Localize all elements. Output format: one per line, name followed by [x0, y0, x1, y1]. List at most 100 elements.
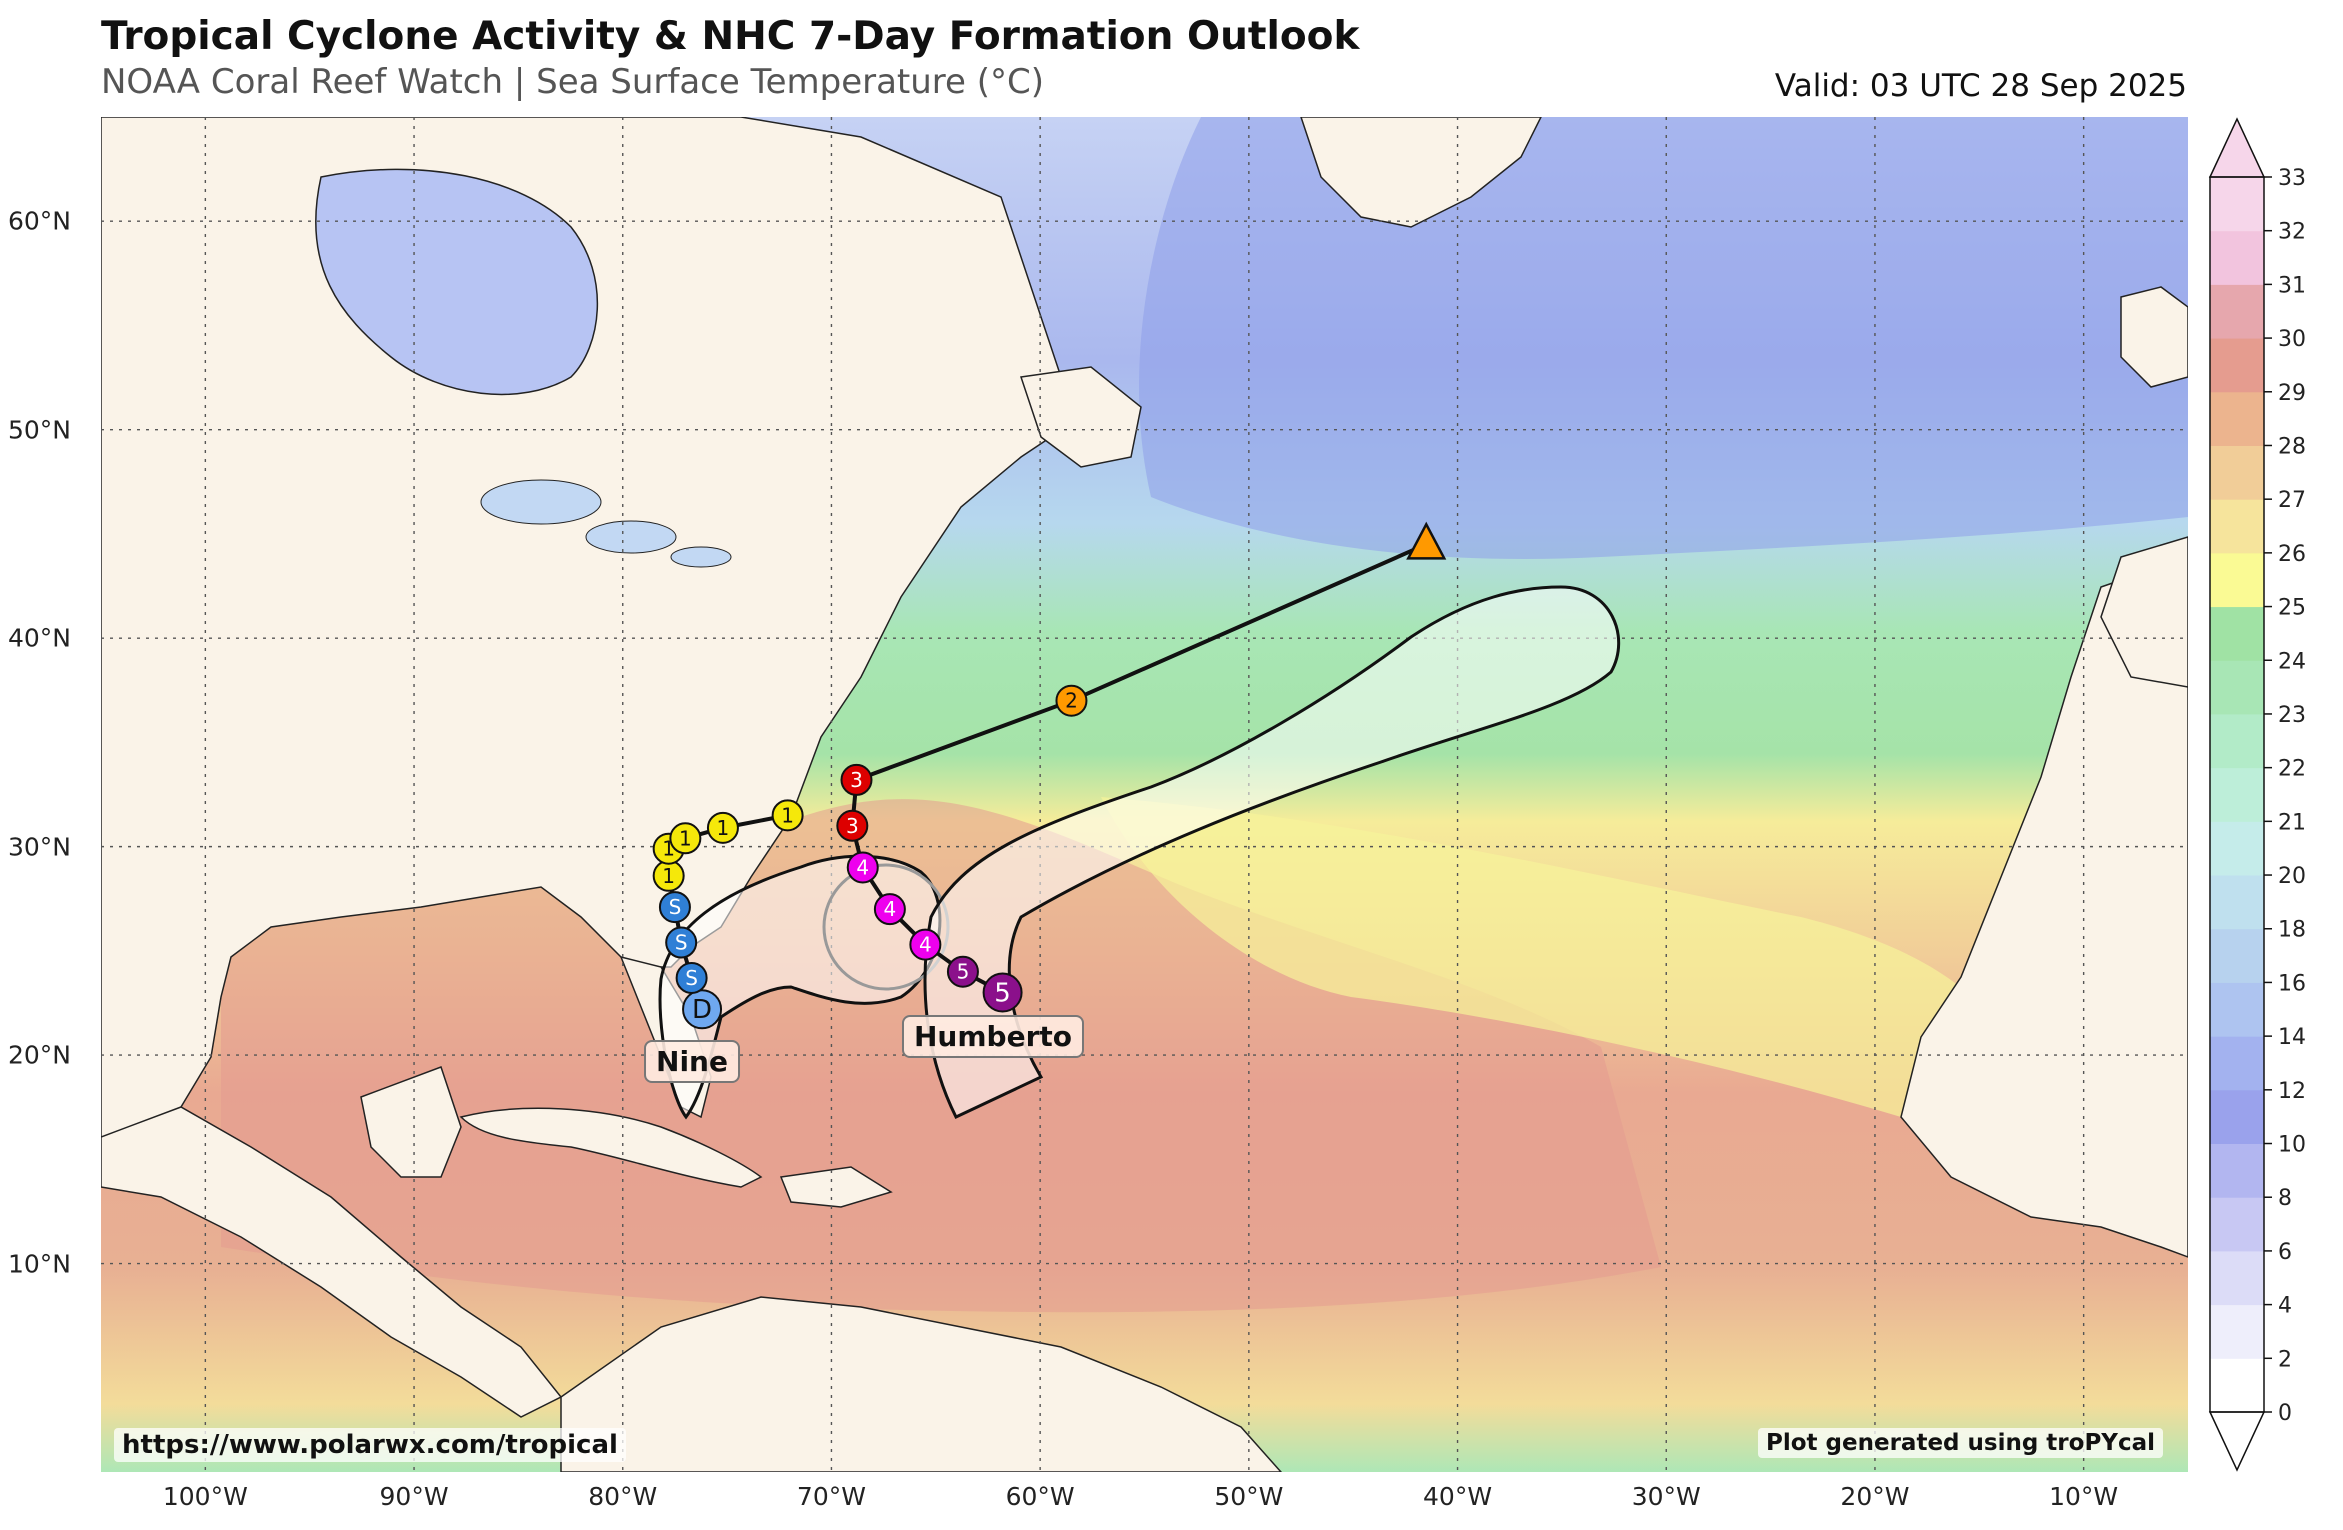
- lon-label: 60°W: [1005, 1482, 1075, 1511]
- colorbar-block: [2210, 821, 2264, 876]
- track-category: 1: [717, 816, 730, 840]
- track-point: 4: [873, 893, 906, 926]
- track-point: 1: [706, 811, 739, 844]
- track-category: 4: [919, 933, 932, 957]
- colorbar-block: [2210, 284, 2264, 339]
- credit-url[interactable]: https://www.polarwx.com/tropical: [114, 1428, 626, 1462]
- lon-label: 30°W: [1631, 1482, 1701, 1511]
- storm-label-humberto: Humberto: [901, 1015, 1085, 1058]
- track-marker: [846, 851, 879, 884]
- lat-label: 40°N: [8, 623, 72, 653]
- colorbar-block: [2210, 606, 2264, 661]
- valid-time: Valid: 03 UTC 28 Sep 2025: [1774, 68, 2187, 104]
- colorbar-tick-label: 8: [2278, 1186, 2292, 1211]
- track-marker: [675, 961, 708, 994]
- graticule: [101, 117, 2188, 1472]
- track-point: 3: [840, 763, 873, 796]
- lon-label: 80°W: [588, 1482, 658, 1511]
- colorbar-block: [2210, 1036, 2264, 1091]
- colorbar-tick-label: 22: [2278, 757, 2306, 782]
- colorbar-tick-label: 27: [2278, 488, 2306, 513]
- track-marker: [706, 811, 739, 844]
- colorbar-block: [2210, 713, 2264, 769]
- sst-cold-north: [1139, 117, 2188, 559]
- colorbar-tick-label: 4: [2278, 1294, 2292, 1319]
- colorbar-tick-label: 26: [2278, 542, 2306, 567]
- land-hudson-bay: [315, 168, 598, 396]
- land-africa: [1900, 556, 2188, 1258]
- colorbar-block: [2210, 928, 2264, 983]
- nine-cone: [658, 854, 942, 1120]
- land-hispaniola: [779, 1166, 893, 1208]
- colorbar-block: [2210, 552, 2264, 608]
- track-point: 1: [652, 859, 685, 892]
- track-marker: [840, 763, 873, 796]
- colorbar-tick-label: 12: [2278, 1079, 2306, 1104]
- track-point: 4: [909, 928, 942, 961]
- track-point: 5: [982, 972, 1023, 1013]
- colorbar-block: [2210, 767, 2264, 822]
- colorbar-tick-label: 2: [2278, 1347, 2292, 1372]
- track-marker: [982, 972, 1023, 1013]
- lon-label: 90°W: [379, 1482, 449, 1511]
- track-point: S: [675, 961, 708, 994]
- sst-yellow-band: [1101, 797, 2021, 1117]
- track-category: S: [675, 931, 688, 955]
- land-iberia: [2100, 536, 2188, 688]
- land-central-america: [101, 1106, 563, 1418]
- track-marker: [946, 955, 979, 988]
- colorbar-block: [2210, 982, 2264, 1037]
- track-marker: [658, 891, 691, 924]
- track-marker: [836, 809, 869, 842]
- colorbar-tick-label: 29: [2278, 381, 2306, 406]
- humberto-cone: [923, 585, 1621, 1119]
- colorbar-tick-label: 10: [2278, 1133, 2306, 1158]
- colorbar-extend-min: [2208, 1411, 2266, 1472]
- storm-label-nine: Nine: [644, 1040, 740, 1083]
- colorbar-extend-max: [2208, 117, 2266, 178]
- track-category: 2: [1065, 689, 1078, 713]
- lat-label: 60°N: [8, 206, 72, 236]
- track-category: 1: [679, 826, 692, 850]
- track-category: 5: [994, 979, 1011, 1009]
- outlook-triangle: [1406, 521, 1447, 560]
- lon-label: 70°W: [796, 1482, 866, 1511]
- land-newfoundland: [1020, 366, 1142, 468]
- colorbar-tick-label: 0: [2278, 1401, 2292, 1426]
- lat-label: 30°N: [8, 832, 72, 862]
- lake-great-lakes: [480, 479, 732, 568]
- lon-label: 50°W: [1214, 1482, 1284, 1511]
- track-category: D: [692, 995, 712, 1025]
- lon-label: 40°W: [1423, 1482, 1493, 1511]
- colorbar-tick-label: 28: [2278, 434, 2306, 459]
- colorbar-tick-label: 18: [2278, 918, 2306, 943]
- track-marker: [669, 822, 702, 855]
- track-marker: [873, 893, 906, 926]
- track-category: 5: [957, 960, 970, 984]
- track-point: [1406, 521, 1447, 560]
- colorbar-tick-label: 32: [2278, 220, 2306, 245]
- track-point: 2: [1055, 684, 1088, 717]
- track-point: 3: [836, 809, 869, 842]
- colorbar-block: [2210, 391, 2264, 446]
- colorbar-block: [2210, 499, 2264, 554]
- chart-title: Tropical Cyclone Activity & NHC 7-Day Fo…: [101, 14, 1360, 59]
- lon-label: 10°W: [2049, 1482, 2119, 1511]
- track-category: S: [685, 966, 698, 990]
- colorbar-block: [2210, 875, 2264, 930]
- colorbar-block: [2210, 1358, 2264, 1413]
- colorbar-tick-label: 30: [2278, 327, 2306, 352]
- colorbar-block: [2210, 660, 2264, 715]
- colorbar-tick-label: 21: [2278, 810, 2306, 835]
- colorbar-block: [2210, 1089, 2264, 1145]
- track-point: S: [658, 891, 691, 924]
- colorbar-block: [2210, 1250, 2264, 1306]
- lat-label: 10°N: [8, 1249, 72, 1279]
- track-category: 3: [850, 768, 863, 792]
- colorbar-tick-label: 16: [2278, 971, 2306, 996]
- land-cuba: [459, 1107, 763, 1188]
- colorbar-tick-label: 31: [2278, 273, 2306, 298]
- colorbar-tick-label: 33: [2278, 166, 2306, 191]
- track-point: 5: [946, 955, 979, 988]
